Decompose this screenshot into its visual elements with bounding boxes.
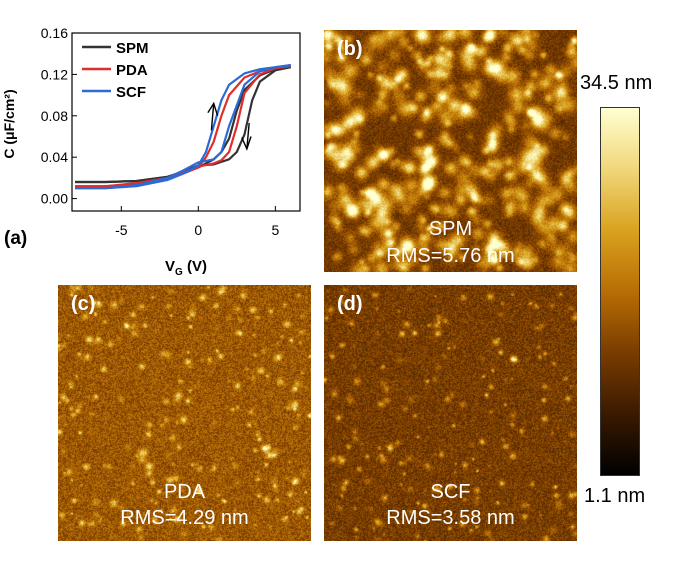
afm-image-pda: (c) PDA RMS=4.29 nm [58,285,311,541]
series-pda-reverse [75,65,291,188]
afm-image-scf: (d) SCF RMS=3.58 nm [324,285,577,541]
rms-scf: RMS=3.58 nm [386,507,515,529]
y-axis-label: C (μF/cm²) [1,89,17,158]
afm-height-map-pda [58,285,311,541]
x-tick-label: 5 [271,222,279,238]
series-scf-forward [75,64,291,190]
cv-legend: SPM PDA SCF [82,40,149,101]
legend-label-spm: SPM [116,40,149,57]
colorbar-max-label: 34.5 nm [580,72,653,94]
rms-spm: RMS=5.76 nm [386,245,515,267]
y-tick-label: 0.12 [41,66,68,82]
cv-hysteresis-chart: -5 0 5 0.00 0.04 0.08 0.12 0.16 SPM PDA SCF (a) C… [1,25,301,278]
afm-image-spm: (b) SPM RMS=5.76 nm [324,30,577,272]
x-axis-label: VG (V) [165,258,207,278]
plot-frame [71,32,301,212]
x-tick-label: 0 [194,222,202,238]
afm-height-map-scf [324,285,577,541]
y-tick-label: 0.08 [41,108,68,124]
colorbar-min-label: 1.1 nm [584,485,646,507]
panel-label-d: (d) [337,293,363,315]
y-tick-label: 0.16 [41,25,68,41]
sample-name-scf: SCF [430,481,471,503]
panel-label-c: (c) [71,293,96,315]
panel-label-b: (b) [337,38,363,60]
afm-height-map-spm [324,30,577,272]
panel-label-a: (a) [4,228,27,249]
legend-label-pda: PDA [116,62,148,79]
sweep-down-arrow-head [241,136,252,151]
sweep-up-arrow [210,103,215,131]
height-colorbar [600,107,640,476]
sample-name-pda: PDA [163,481,206,503]
sample-name-spm: SPM [428,218,473,240]
cv-series-lines [75,64,292,190]
y-tick-label: 0.00 [41,191,68,207]
x-tick-label: -5 [115,222,128,238]
rms-pda: RMS=4.29 nm [120,507,249,529]
series-spm-reverse [75,66,292,184]
series-scf-reverse [75,64,291,190]
y-tick-label: 0.04 [41,149,68,165]
cv-axes: -5 0 5 0.00 0.04 0.08 0.12 0.16 [41,25,301,238]
sweep-up-arrow-head [207,101,219,116]
legend-label-scf: SCF [116,84,146,101]
sweep-down-arrow [246,122,250,149]
